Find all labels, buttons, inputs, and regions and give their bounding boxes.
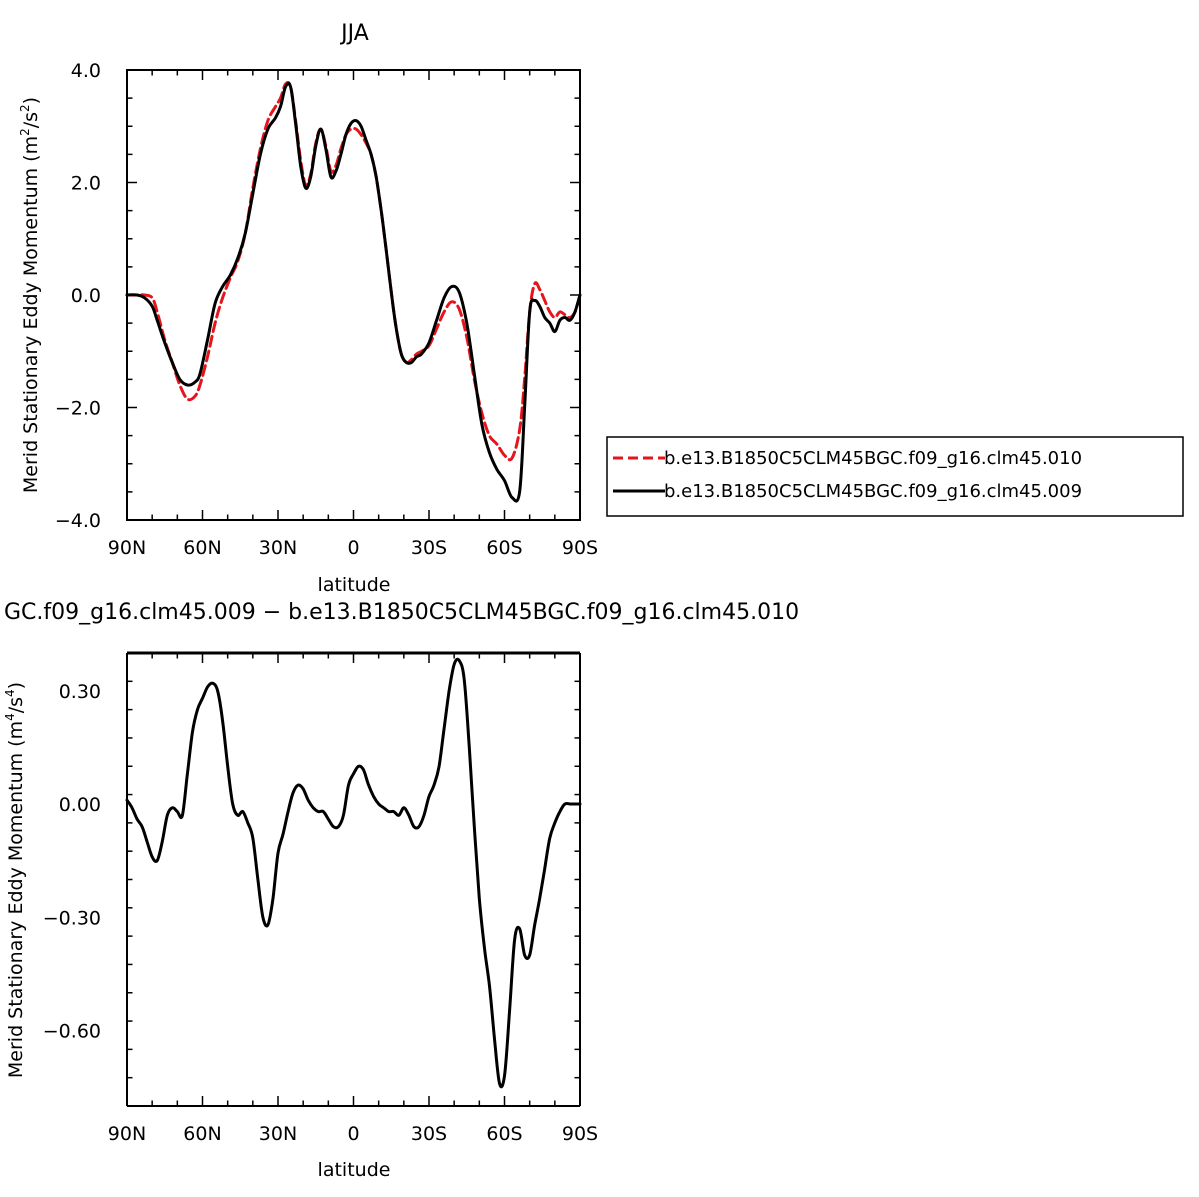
x-tick-label: 30N bbox=[259, 537, 297, 559]
y-tick-label: 0.0 bbox=[71, 285, 101, 307]
bottom-chart-title: GC.f09_g16.clm45.009 − b.e13.B1850C5CLM4… bbox=[4, 600, 799, 625]
legend-box bbox=[606, 436, 1184, 517]
x-tick-label: 60N bbox=[183, 537, 221, 559]
x-tick-label: 30N bbox=[259, 1123, 297, 1145]
top-chart-ticks bbox=[126, 69, 581, 521]
bottom-x-axis-label: latitude bbox=[318, 1159, 391, 1181]
x-tick-label: 60S bbox=[486, 537, 522, 559]
y-tick-label: 2.0 bbox=[71, 173, 101, 195]
legend: b.e13.B1850C5CLM45BGC.f09_g16.clm45.010 … bbox=[606, 436, 1184, 517]
y-tick-label: −0.60 bbox=[43, 1021, 101, 1043]
y-tick-label: 0.30 bbox=[59, 681, 101, 703]
x-tick-label: 90S bbox=[562, 537, 598, 559]
x-tick-label: 90N bbox=[108, 1123, 146, 1145]
series-line-1 bbox=[125, 81, 582, 503]
top-chart-title: JJA bbox=[339, 21, 369, 46]
top-y-axis-label: Merid Stationary Eddy Momentum (m2/s2) bbox=[18, 97, 42, 493]
y-tick-label: −0.30 bbox=[43, 907, 101, 929]
x-tick-label: 60N bbox=[183, 1123, 221, 1145]
legend-label-010: b.e13.B1850C5CLM45BGC.f09_g16.clm45.010 bbox=[664, 448, 1082, 469]
bottom-chart-series bbox=[125, 657, 582, 1089]
top-chart-series bbox=[125, 81, 582, 503]
top-plot-frame bbox=[126, 69, 581, 521]
y-tick-label: −2.0 bbox=[55, 398, 101, 420]
series-line-0 bbox=[125, 81, 582, 462]
y-tick-label: 0.00 bbox=[59, 794, 101, 816]
x-tick-label: 0 bbox=[347, 537, 359, 559]
bottom-y-axis-label: Merid Stationary Eddy Momentum (m4/s4) bbox=[3, 682, 27, 1078]
bottom-chart: GC.f09_g16.clm45.009 − b.e13.B1850C5CLM4… bbox=[3, 600, 799, 1181]
legend-label-009: b.e13.B1850C5CLM45BGC.f09_g16.clm45.009 bbox=[664, 481, 1082, 502]
x-tick-label: 30S bbox=[411, 1123, 447, 1145]
x-tick-label: 90S bbox=[562, 1123, 598, 1145]
series-line-0 bbox=[125, 657, 582, 1089]
top-chart-tick-labels: 90N 60N 30N 0 30S 60S 90S 4.0 2.0 0.0 −2.0 −4.0 bbox=[55, 60, 598, 559]
x-tick-label: 90N bbox=[108, 537, 146, 559]
bottom-chart-tick-labels: 90N 60N 30N 0 30S 60S 90S 0.30 0.00 −0.30 −0.60 bbox=[43, 681, 598, 1145]
x-tick-label: 30S bbox=[411, 537, 447, 559]
y-tick-label: 4.0 bbox=[71, 60, 101, 82]
y-tick-label: −4.0 bbox=[55, 510, 101, 532]
top-chart: JJA 90N 60N 30N 0 30S 60S 90S 4.0 2.0 0.0 −2.0 −4.0… bbox=[18, 21, 1184, 596]
x-tick-label: 0 bbox=[347, 1123, 359, 1145]
x-tick-label: 60S bbox=[486, 1123, 522, 1145]
top-x-axis-label: latitude bbox=[318, 574, 391, 596]
